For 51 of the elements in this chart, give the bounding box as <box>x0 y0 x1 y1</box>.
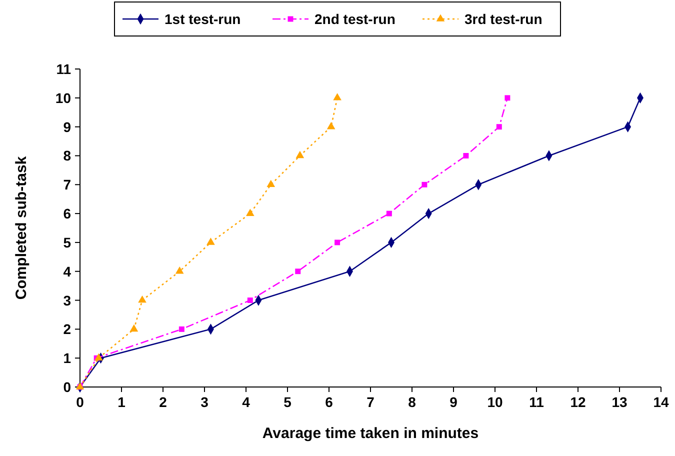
y-tick-label: 10 <box>55 90 72 106</box>
legend-label: 2nd test-run <box>314 11 396 27</box>
x-tick-label: 4 <box>242 394 250 410</box>
point <box>496 124 502 130</box>
point <box>463 152 469 158</box>
y-tick-label: 11 <box>56 61 72 77</box>
point <box>422 182 428 188</box>
y-tick-label: 0 <box>63 379 72 395</box>
x-tick-label: 8 <box>408 394 416 410</box>
y-tick-label: 8 <box>63 148 72 164</box>
x-tick-label: 10 <box>487 394 503 410</box>
x-tick-label: 9 <box>450 394 458 410</box>
point <box>333 93 342 100</box>
y-tick-label: 7 <box>63 176 72 193</box>
point <box>138 295 146 303</box>
point <box>175 266 184 274</box>
point <box>504 95 510 101</box>
point <box>94 353 103 360</box>
x-tick-label: 0 <box>76 394 84 410</box>
point <box>296 150 304 158</box>
y-tick-label: 1 <box>63 350 72 366</box>
y-tick-label: 9 <box>63 118 72 135</box>
point <box>246 208 254 216</box>
x-tick-label: 1 <box>118 394 126 410</box>
x-tick-label: 13 <box>612 394 628 410</box>
y-tick-label: 3 <box>63 292 72 308</box>
x-tick-label: 11 <box>529 394 544 410</box>
point <box>295 268 301 274</box>
point <box>178 326 184 332</box>
x-tick-label: 7 <box>366 394 375 410</box>
legend-label: 3rd test-run <box>464 11 542 27</box>
x-axis-title: Avarage time taken in minutes <box>262 425 479 442</box>
point <box>130 324 138 332</box>
y-tick-label: 4 <box>63 263 72 280</box>
point <box>326 122 336 130</box>
y-tick-label: 5 <box>63 234 72 250</box>
x-tick-label: 14 <box>653 394 669 410</box>
point <box>266 180 276 188</box>
legend-label: 1st test-run <box>164 11 241 27</box>
point <box>334 240 340 246</box>
y-axis-title: Completed sub-task <box>13 156 30 300</box>
y-tick-label: 6 <box>63 206 72 222</box>
x-tick-label: 2 <box>159 394 168 410</box>
x-tick-label: 5 <box>284 394 292 410</box>
point <box>386 210 392 216</box>
x-tick-label: 3 <box>200 394 209 410</box>
point <box>206 238 215 245</box>
y-tick-label: 2 <box>63 321 72 338</box>
point <box>247 298 253 304</box>
x-tick-label: 12 <box>570 394 586 410</box>
x-tick-label: 6 <box>325 394 334 410</box>
